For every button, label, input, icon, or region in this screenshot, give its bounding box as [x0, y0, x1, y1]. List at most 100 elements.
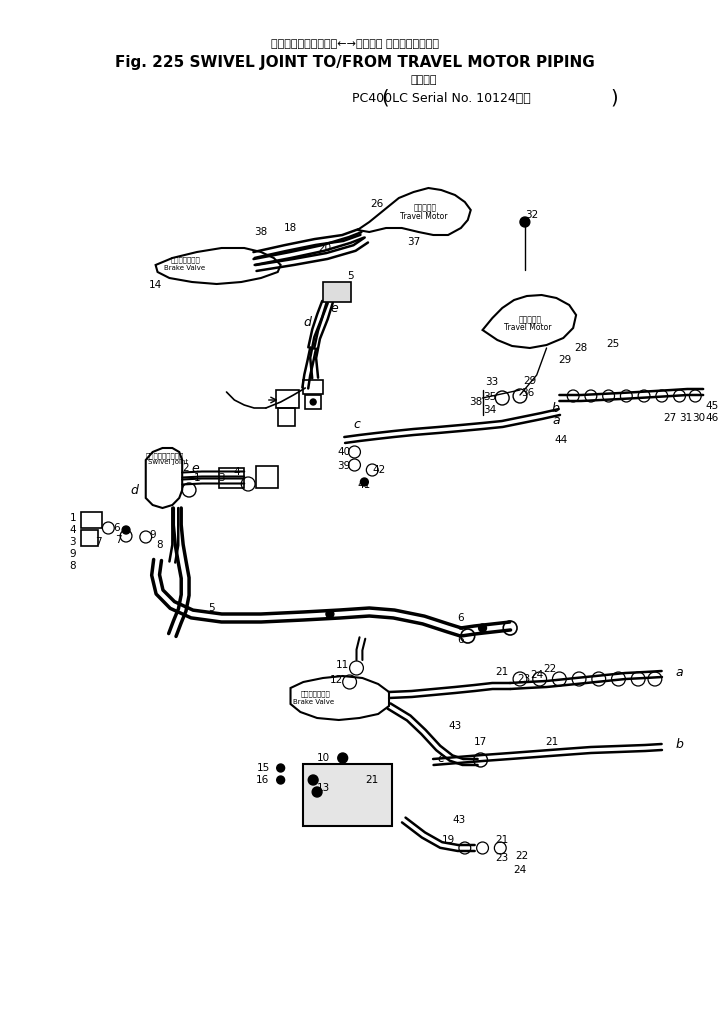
Text: スイベルジョイント: スイベルジョイント: [146, 453, 184, 459]
Text: 3: 3: [219, 473, 225, 483]
Text: 23: 23: [517, 674, 531, 684]
Text: Travel Motor: Travel Motor: [504, 324, 551, 333]
Text: 38: 38: [469, 397, 482, 407]
Text: 36: 36: [521, 388, 534, 398]
Text: 21: 21: [495, 835, 509, 845]
Text: c: c: [353, 418, 360, 432]
Text: スイベルジョイント　←→　走　行 モータパイピング: スイベルジョイント ←→ 走 行 モータパイピング: [270, 39, 439, 49]
Text: c: c: [438, 751, 444, 765]
Bar: [276, 390, 299, 408]
Text: 6: 6: [457, 635, 464, 645]
Text: b: b: [676, 738, 684, 751]
Text: 42: 42: [372, 465, 386, 475]
Text: a: a: [553, 413, 560, 427]
Text: 7: 7: [115, 535, 122, 545]
Bar: [256, 466, 278, 488]
Text: 28: 28: [574, 343, 587, 353]
Text: 4: 4: [233, 467, 239, 477]
Text: 15: 15: [257, 764, 270, 773]
Text: 40: 40: [337, 447, 350, 457]
Text: 10: 10: [316, 753, 329, 764]
Text: 20: 20: [319, 243, 331, 253]
Bar: [278, 408, 296, 426]
Circle shape: [479, 624, 487, 632]
Text: 30: 30: [692, 413, 706, 423]
Text: 14: 14: [149, 280, 162, 290]
Text: 23: 23: [495, 853, 509, 863]
Text: 8: 8: [156, 540, 162, 550]
Text: 2: 2: [182, 463, 189, 473]
Text: 24: 24: [513, 865, 526, 875]
Text: 17: 17: [474, 737, 487, 747]
Text: Travel Motor: Travel Motor: [400, 212, 447, 221]
Text: 1: 1: [193, 473, 201, 483]
Text: 44: 44: [555, 435, 568, 445]
Circle shape: [360, 478, 368, 486]
Text: 3: 3: [70, 538, 76, 547]
Circle shape: [310, 399, 316, 405]
Bar: [303, 764, 392, 826]
Text: 33: 33: [485, 377, 498, 387]
Text: 41: 41: [358, 480, 371, 490]
Text: 13: 13: [316, 783, 329, 793]
Text: b: b: [551, 401, 559, 414]
Text: 適用号機: 適用号機: [411, 75, 436, 84]
Text: 22: 22: [516, 851, 528, 861]
Bar: [323, 282, 351, 302]
Circle shape: [277, 764, 285, 772]
Text: 11: 11: [336, 660, 349, 670]
Text: e: e: [191, 461, 199, 474]
Text: a: a: [676, 666, 683, 679]
Circle shape: [277, 776, 285, 784]
Text: 32: 32: [525, 210, 539, 220]
Text: 5: 5: [347, 271, 354, 281]
Text: 35: 35: [483, 392, 496, 402]
Text: 29: 29: [559, 355, 572, 365]
Text: 6: 6: [457, 613, 464, 623]
Text: 25: 25: [606, 339, 619, 349]
Text: ブレーキバルブ: ブレーキバルブ: [301, 690, 330, 697]
Circle shape: [326, 610, 334, 618]
Bar: [81, 530, 99, 546]
Text: 21: 21: [545, 737, 558, 747]
Text: 6: 6: [113, 523, 119, 533]
Text: 9: 9: [150, 530, 156, 540]
Bar: [219, 468, 244, 488]
Text: d: d: [130, 484, 138, 497]
Text: Brake Valve: Brake Valve: [293, 699, 334, 705]
Text: 24: 24: [530, 670, 544, 680]
Text: 走行モータ: 走行モータ: [414, 204, 437, 213]
Circle shape: [122, 526, 130, 534]
Text: ブレーキバルブ: ブレーキバルブ: [170, 257, 200, 264]
Text: 34: 34: [483, 405, 496, 415]
Text: 43: 43: [452, 815, 465, 825]
Text: (: (: [382, 89, 389, 108]
Text: 7: 7: [95, 538, 102, 547]
Text: Fig. 225 SWIVEL JOINT TO/FROM TRAVEL MOTOR PIPING: Fig. 225 SWIVEL JOINT TO/FROM TRAVEL MOT…: [114, 55, 595, 69]
Text: 18: 18: [284, 223, 297, 233]
Text: 45: 45: [705, 401, 718, 411]
Text: Swivel Joint: Swivel Joint: [147, 459, 188, 465]
Text: 走行モータ: 走行モータ: [518, 316, 541, 325]
Text: 39: 39: [337, 461, 350, 471]
Text: 46: 46: [705, 413, 718, 423]
Text: d: d: [303, 316, 311, 329]
Circle shape: [312, 787, 322, 797]
Text: 29: 29: [523, 376, 536, 386]
Text: Brake Valve: Brake Valve: [164, 265, 205, 271]
Text: 31: 31: [679, 413, 692, 423]
Text: 21: 21: [495, 667, 509, 677]
Text: 4: 4: [70, 525, 76, 535]
Bar: [303, 380, 323, 394]
Circle shape: [520, 217, 530, 227]
Text: 43: 43: [449, 721, 462, 731]
Text: 9: 9: [70, 549, 76, 559]
Text: 38: 38: [255, 227, 267, 237]
Bar: [306, 395, 321, 409]
Text: ): ): [610, 89, 618, 108]
Text: 27: 27: [663, 413, 677, 423]
Text: e: e: [331, 301, 339, 315]
Text: PC400LC Serial No. 10124～）: PC400LC Serial No. 10124～）: [352, 92, 531, 105]
Text: 26: 26: [370, 199, 384, 209]
Text: 12: 12: [330, 675, 344, 685]
